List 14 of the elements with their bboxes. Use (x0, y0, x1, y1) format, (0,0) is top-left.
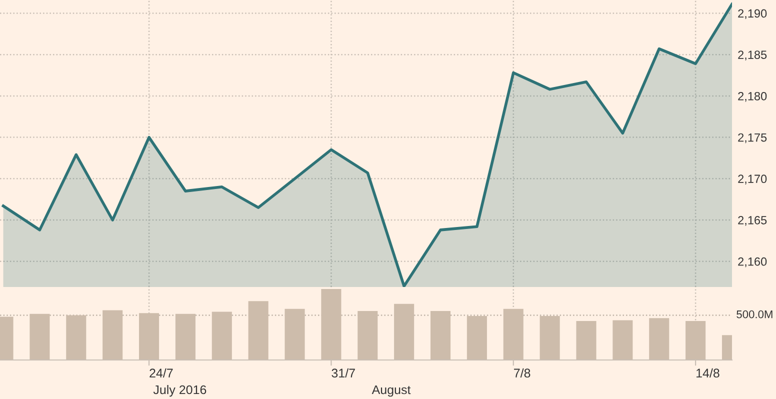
y-tick-label: 2,190 (738, 9, 767, 20)
text: July 2016 (153, 385, 206, 397)
y-tick-label: 2,180 (738, 92, 767, 102)
x-tick-label: 31/7 (332, 368, 355, 378)
y-tick-label: 2,170 (738, 174, 767, 184)
x-tick-label: 14/8 (696, 368, 720, 378)
x-tick-label: 7/8 (514, 368, 530, 378)
x-tick-label: 24/7 (150, 368, 173, 378)
y-tick-label: 2,175 (738, 133, 767, 144)
text: August (372, 385, 411, 397)
ref-line-label: 500.0M (736, 310, 772, 318)
y-tick-label: 2,185 (738, 50, 767, 60)
y-tick-label: 2,160 (738, 257, 767, 268)
y-tick-label: 2,165 (738, 216, 767, 226)
